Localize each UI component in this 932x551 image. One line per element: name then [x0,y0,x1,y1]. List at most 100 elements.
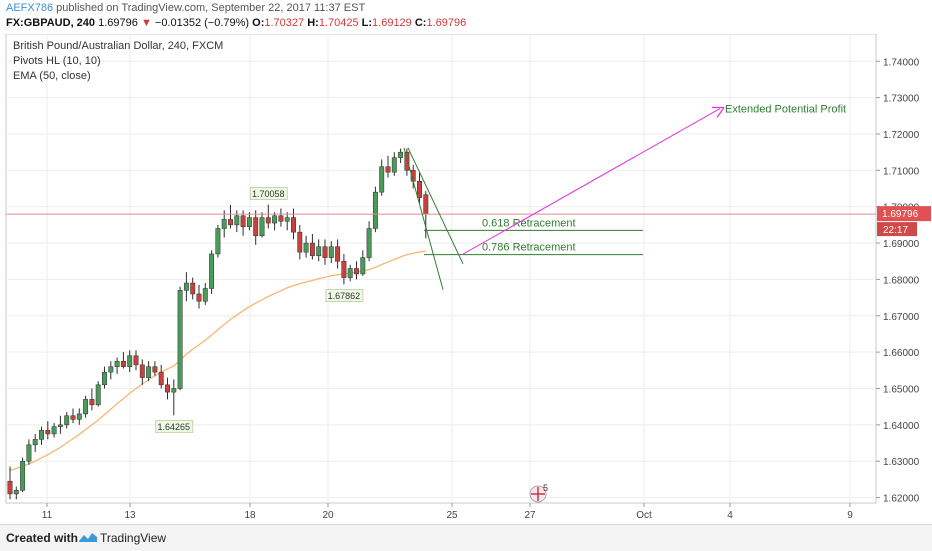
pivot-label-box [249,187,288,200]
profit-target-label: Extended Potential Profit [725,104,846,116]
price-tick-label: 1.74000 [883,57,920,68]
candle-up [284,217,290,222]
candle-up [177,290,183,389]
candle-up [64,415,70,426]
price-tick-label: 1.63000 [883,457,920,468]
price-tick-label: 1.65000 [883,384,920,395]
price-change: −0.01352 (−0.79%) [154,17,250,29]
close-value: 1.69796 [426,17,467,29]
price-tick-label: 1.64000 [883,421,920,432]
candle-down [322,246,328,258]
candle-up [246,217,252,227]
tradingview-logo-icon [79,533,97,542]
candle-down [120,360,126,367]
countdown-tag [877,222,917,237]
current-price-tag [877,206,931,222]
time-axis[interactable]: 11 13 18 20 25 27 Oct 4 9 [42,503,853,521]
price-axis[interactable]: 1.62000 1.63000 1.64000 1.65000 1.66000 1.670… [876,57,931,505]
candle-up [360,257,366,275]
candle-down [158,371,164,386]
time-tick-label: 9 [847,510,853,521]
candle-down [139,364,145,378]
price-tick-label: 1.73000 [883,94,920,105]
price-tick-label: 1.68000 [883,275,920,286]
price-chart[interactable]: 0.618 Retracement 0.786 Retracement Extend… [0,34,932,524]
fib-618-label: 0.618 Retracement [482,217,576,229]
candle-down [45,430,51,435]
time-tick-label: 27 [524,510,536,521]
candle-down [196,293,202,302]
candle-up [57,424,63,427]
change-down-icon: ▼ [140,17,152,29]
candle-up [316,246,322,257]
last-price: 1.69796 [98,17,138,29]
candle-down [152,366,158,373]
trend-line-shallow[interactable] [407,147,464,264]
fib-layer[interactable]: 0.618 Retracement 0.786 Retracement Extend… [403,104,846,290]
candle-down [165,384,170,393]
pivot-layer: 1.64265 1.70058 1.67862 [155,187,364,433]
candle-down [417,180,422,198]
legend-title: British Pound/Australian Dollar, 240, FX… [13,40,223,52]
candle-up [51,426,57,435]
pivot-label: 1.64265 [158,422,191,432]
candle-down [385,166,391,173]
time-tick-label: 25 [446,510,458,521]
candle-up [108,366,114,373]
candle-up [114,360,120,367]
event-badge[interactable]: 5 [529,483,548,503]
candle-down [423,194,429,215]
legend-pivots[interactable]: Pivots HL (10, 10) [13,55,101,67]
grid [6,34,876,503]
trend-line-steep[interactable] [403,147,444,290]
high-label: H: [307,17,319,29]
candle-up [259,217,265,237]
publish-info: AEFX786 published on TradingView.com, Se… [6,2,365,14]
candle-up [379,166,385,193]
candle-down [7,480,13,495]
candle-up [183,282,189,291]
candle-up [32,439,38,446]
current-price-tag-text: 1.69796 [882,209,919,220]
time-tick-label: 13 [124,510,136,521]
candle-up [328,246,334,258]
candle-up [347,268,353,278]
pivot-label: 1.67862 [328,291,361,301]
symbol-ohlc-bar: FX:GBPAUD, 240 1.69796 ▼ −0.01352 (−0.79… [6,17,466,29]
time-tick-label: 18 [244,510,256,521]
price-tick-label: 1.66000 [883,348,920,359]
legend-ema[interactable]: EMA (50, close) [13,70,91,82]
candle-down [133,355,139,366]
candle-down [297,231,303,253]
candle-up [234,215,240,226]
candle-up [26,444,32,462]
open-label: O: [252,17,265,29]
pivot-label-box [325,289,364,302]
candle-down [354,268,359,275]
footer: Created with TradingView [0,524,932,551]
candle-up [215,228,221,255]
candle-up [372,191,378,229]
candle-up [303,242,309,253]
tradingview-link[interactable]: TradingView [100,531,167,545]
candle-down [253,217,259,237]
pivot-label-box [155,419,194,433]
symbol-label[interactable]: FX:GBPAUD, 240 [6,17,96,29]
candle-down [240,215,246,227]
time-tick-label: 20 [322,510,334,521]
candle-up [127,355,133,367]
candle-up [102,371,107,386]
candle-down [291,217,296,233]
candle-up [171,388,177,393]
close-label: C: [414,17,427,29]
candle-up [202,288,208,302]
author-link[interactable]: AEFX786 [6,2,54,14]
candle-up [76,413,82,420]
candle-down [70,415,76,420]
candle-up [398,151,404,158]
candle-up [391,157,397,173]
candle-up [209,253,215,289]
profit-arrow-line[interactable] [461,108,721,256]
candle-down [341,260,347,278]
price-tick-label: 1.69000 [883,239,920,250]
